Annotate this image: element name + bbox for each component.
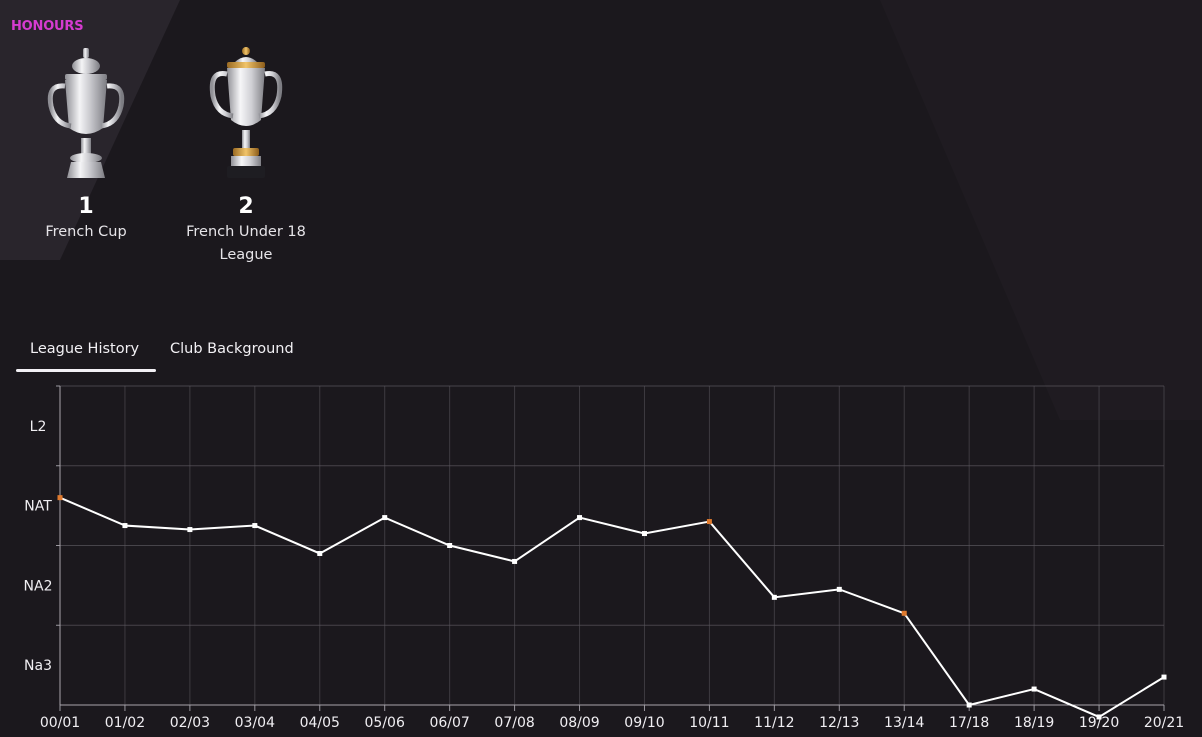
trophy-name: French Cup	[45, 224, 127, 240]
data-point	[187, 527, 193, 533]
x-tick-label: 00/01	[40, 715, 80, 731]
data-point	[836, 586, 842, 592]
x-tick-label: 17/18	[949, 715, 989, 731]
trophy-french-cup[interactable]: 1 French Cup	[26, 44, 146, 244]
x-tick-label: 02/03	[170, 715, 210, 731]
tab-label: Club Background	[170, 341, 294, 357]
y-tick-label: NA2	[24, 578, 53, 594]
data-point	[57, 495, 63, 501]
x-tick-label: 11/12	[754, 715, 794, 731]
x-tick-label: 03/04	[235, 715, 275, 731]
y-tick-label: NAT	[24, 499, 52, 515]
x-tick-label: 12/13	[819, 715, 859, 731]
y-tick-label: L2	[30, 419, 47, 435]
data-point	[512, 558, 518, 564]
x-tick-label: 18/19	[1014, 715, 1054, 731]
series-line	[59, 496, 1165, 719]
data-point	[1096, 714, 1102, 720]
data-point	[901, 610, 907, 616]
data-point	[641, 531, 647, 537]
data-point	[966, 702, 972, 708]
tab-club-background[interactable]: Club Background	[170, 336, 320, 372]
tab-label: League History	[30, 341, 140, 357]
data-point	[447, 543, 453, 548]
trophy-name: French Under 18 League	[186, 224, 306, 263]
y-tick-label: Na3	[24, 658, 52, 674]
trophy-count: 2	[238, 194, 254, 219]
x-tick-label: 07/08	[494, 715, 534, 731]
data-point	[382, 515, 388, 521]
gold-trim-cup-icon	[209, 47, 283, 178]
league-history-chart: L2 NAT NA2 Na3 00/01 01/02 02/03 03/04 04/05 05/0…	[24, 385, 1184, 731]
x-tick-label: 06/07	[429, 715, 469, 731]
data-point	[577, 515, 583, 521]
data-point	[252, 523, 258, 529]
trophy-french-u18-league[interactable]: 2 French Under 18 League	[180, 44, 312, 267]
data-point	[1161, 674, 1167, 680]
x-tick-label: 01/02	[105, 715, 145, 731]
honours-title: HONOURS	[11, 19, 84, 34]
data-point	[706, 519, 712, 525]
x-tick-label: 04/05	[300, 715, 340, 731]
x-tick-label: 09/10	[624, 715, 664, 731]
silver-cup-icon	[47, 48, 125, 178]
trophy-count: 1	[78, 194, 94, 219]
data-point	[1031, 686, 1037, 692]
x-tick-label: 19/20	[1079, 715, 1119, 731]
data-point	[317, 550, 323, 556]
x-tick-label: 13/14	[884, 715, 924, 731]
data-point	[122, 523, 128, 529]
x-tick-label: 20/21	[1144, 715, 1184, 731]
x-tick-label: 08/09	[559, 715, 599, 731]
data-point	[771, 594, 777, 600]
x-tick-label: 05/06	[365, 715, 405, 731]
tab-league-history[interactable]: League History	[16, 336, 156, 372]
x-tick-label: 10/11	[689, 715, 729, 731]
